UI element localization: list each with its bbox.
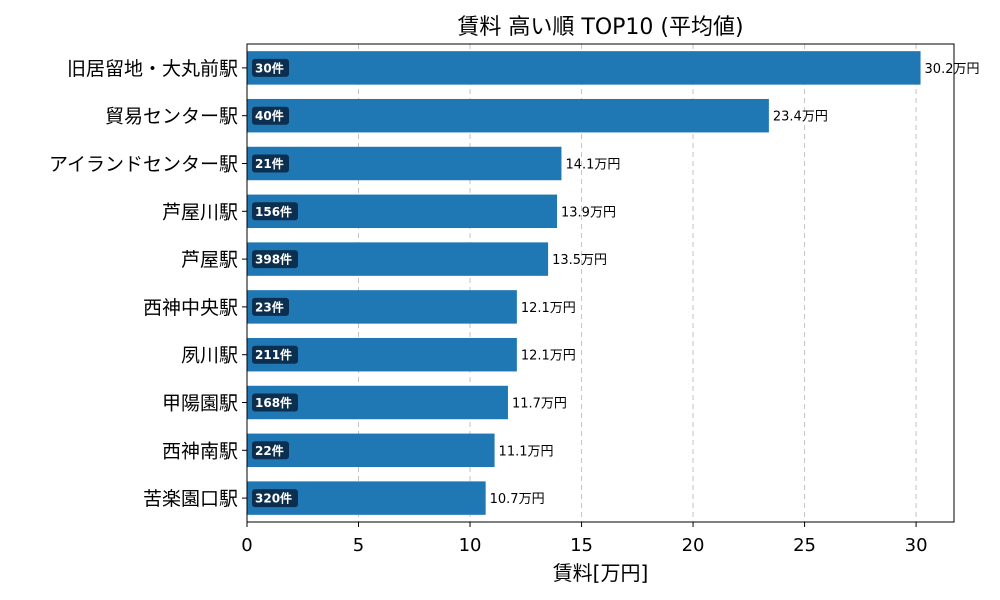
y-tick-label: 貿易センター駅: [105, 106, 238, 128]
value-label: 11.7万円: [512, 397, 567, 412]
y-tick-label: アイランドセンター駅: [49, 154, 238, 176]
count-label: 23件: [255, 299, 284, 314]
count-badge: [252, 489, 298, 508]
x-tick-label: 0: [241, 535, 252, 556]
count-badge: [252, 58, 289, 77]
x-tick-label: 30: [905, 535, 928, 556]
count-label: 156件: [255, 204, 292, 219]
count-badge: [252, 393, 298, 412]
x-tick-label: 10: [459, 535, 482, 556]
count-label: 320件: [255, 491, 292, 506]
count-badge: [252, 202, 298, 221]
chart-title: 賃料 高い順 TOP10 (平均値): [457, 15, 743, 40]
bar: [247, 290, 517, 324]
y-tick-label: 甲陽園駅: [162, 393, 238, 415]
bars: 30件 30.2万円 40件 23.4万円 21件 14.1万円 156件 13.9万円 398…: [247, 51, 979, 515]
count-label: 22件: [255, 443, 284, 458]
count-label: 168件: [255, 395, 292, 410]
y-tick-label: 西神南駅: [162, 440, 238, 462]
value-label: 12.1万円: [521, 349, 576, 364]
axes: 旧居留地・大丸前駅貿易センター駅アイランドセンター駅芦屋川駅芦屋駅西神中央駅夙川…: [49, 43, 955, 556]
value-label: 10.7万円: [490, 492, 545, 507]
count-badge: [252, 297, 289, 316]
bar: [247, 194, 558, 229]
count-label: 398件: [255, 252, 292, 267]
plot-frame: [246, 43, 955, 523]
count-label: 211件: [255, 347, 292, 362]
count-label: 30件: [255, 60, 284, 75]
value-label: 14.1万円: [565, 158, 620, 173]
count-label: 40件: [255, 108, 284, 123]
x-tick-label: 5: [353, 535, 364, 556]
count-label: 21件: [255, 156, 284, 171]
x-tick-label: 25: [793, 535, 816, 556]
y-tick-label: 西神中央駅: [143, 297, 238, 319]
y-tick-label: 芦屋駅: [181, 249, 238, 271]
value-label: 23.4万円: [773, 110, 828, 125]
y-tick-label: 旧居留地・大丸前駅: [67, 58, 238, 80]
value-label: 12.1万円: [521, 301, 576, 316]
x-axis-label: 賃料[万円]: [553, 561, 649, 585]
bar: [247, 98, 769, 133]
value-label: 13.5万円: [552, 253, 607, 268]
value-label: 13.9万円: [561, 205, 616, 220]
value-label: 11.1万円: [499, 444, 554, 459]
bar: [247, 146, 562, 181]
y-tick-label: 苦楽園口駅: [143, 488, 238, 510]
count-badge: [252, 106, 289, 125]
count-badge: [252, 154, 289, 173]
bar: [247, 51, 921, 85]
value-label: 30.2万円: [925, 62, 980, 77]
count-badge: [252, 250, 298, 269]
count-badge: [252, 345, 298, 364]
y-tick-label: 夙川駅: [181, 345, 238, 367]
x-tick-label: 15: [570, 535, 593, 556]
y-tick-label: 芦屋川駅: [162, 201, 238, 223]
x-tick-label: 20: [682, 535, 705, 556]
count-badge: [252, 441, 289, 460]
